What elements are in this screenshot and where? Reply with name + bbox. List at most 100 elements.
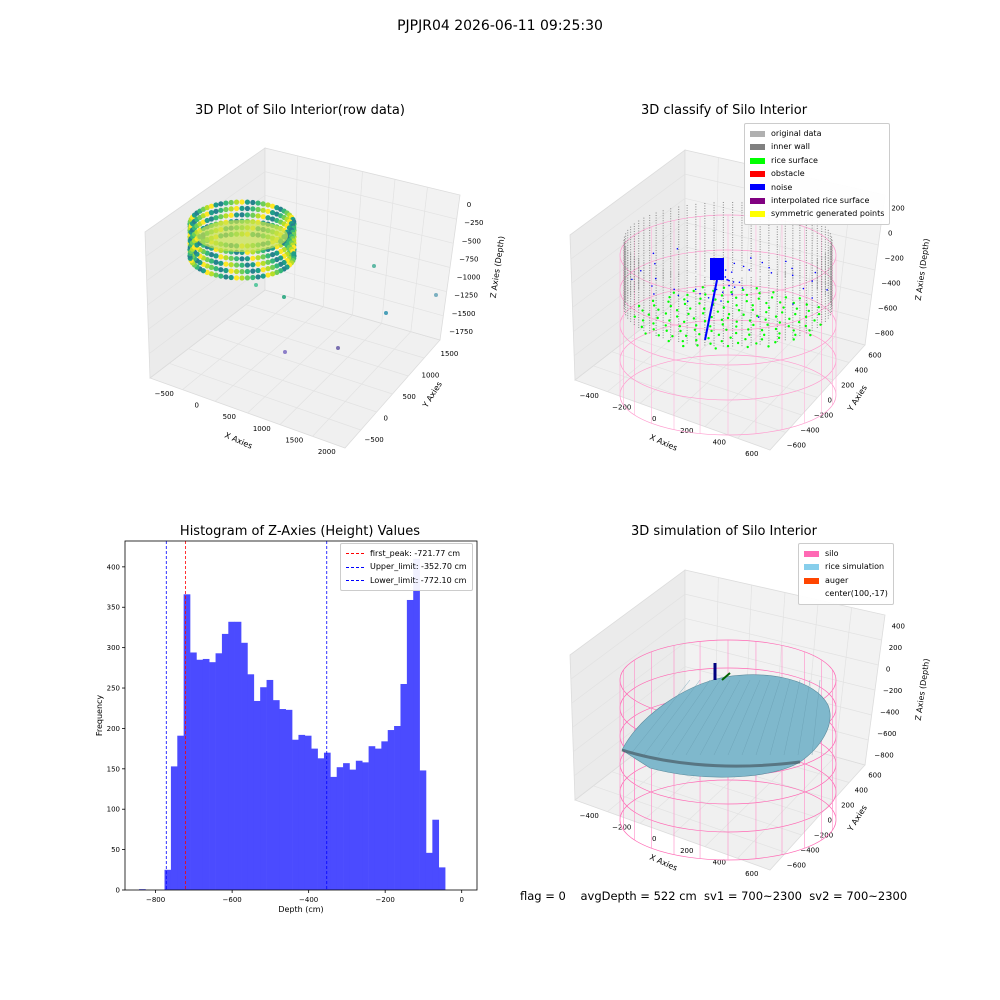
legend-swatch: [750, 170, 765, 177]
raw-data-point: [239, 275, 245, 281]
raw-data-point: [274, 256, 280, 263]
classify-rice-point: [744, 338, 747, 341]
histogram-bar: [336, 767, 344, 890]
classify-rice-point: [675, 309, 679, 312]
raw-data-point: [218, 214, 224, 220]
raw-data-point: [218, 267, 224, 273]
raw-data-point: [239, 256, 245, 262]
classify-z-tick-label: −600: [878, 305, 897, 313]
legend-label: obstacle: [771, 169, 805, 179]
histogram-bar: [343, 763, 350, 890]
histogram-bar: [253, 700, 261, 890]
classify-rice-point: [710, 329, 713, 333]
classify-rice-point: [735, 325, 738, 328]
classify-rice-point: [787, 325, 790, 328]
classify-3d-plot: −400−2000200400600−600−400−2000200400600…: [569, 149, 931, 458]
histogram-bar: [362, 762, 369, 890]
raw-data-point: [265, 202, 271, 208]
classify-rice-point: [665, 329, 668, 332]
histogram-bar: [406, 599, 414, 890]
histogram-bar: [438, 867, 446, 890]
raw-data-point: [228, 262, 234, 268]
simulation-mesh-line: [741, 679, 771, 756]
legend-entry: Lower_limit: -772.10 cm: [346, 574, 467, 587]
simulation-mesh-line: [713, 679, 751, 756]
histogram-x-tick-label: 0: [459, 896, 463, 904]
raw-data-point: [218, 260, 224, 266]
raw-grid-line: [245, 304, 425, 359]
classify-noise-point: [652, 252, 655, 255]
classify-rice-point: [794, 333, 797, 337]
raw-data-point: [250, 212, 256, 218]
classify-noise-point: [733, 286, 736, 288]
raw-z-tick-label: −1500: [452, 310, 476, 318]
simulation-x-axis-label: X Axies: [648, 853, 679, 873]
classify-rice-point: [675, 315, 679, 318]
simulation-mesh-line: [727, 679, 761, 756]
classify-rice-point: [784, 296, 788, 299]
raw-x-tick-label: −500: [155, 390, 174, 398]
classify-noise-point: [654, 262, 656, 265]
simulation-y-tick-label: −400: [800, 847, 819, 855]
classify-grid-line: [666, 308, 850, 363]
classify-rice-point: [777, 336, 781, 340]
raw-data-point: [260, 267, 266, 273]
histogram-bar: [400, 683, 408, 890]
legend-label: interpolated rice surface: [771, 196, 870, 206]
classify-rice-point: [722, 306, 726, 309]
legend-entry: symmetric generated points: [750, 207, 884, 220]
raw-z-tick-label: −1750: [449, 328, 473, 336]
histogram-y-tick-label: 50: [111, 846, 120, 854]
histogram-bar: [304, 735, 312, 890]
classify-rice-point: [765, 301, 768, 305]
classify-rice-point: [637, 304, 641, 308]
raw-data-point: [255, 200, 261, 206]
legend-label: center(100,-17): [825, 589, 888, 599]
raw-y-tick-label: 1500: [441, 350, 459, 358]
classify-y-tick-label: 0: [828, 397, 832, 405]
raw-data-point: [233, 262, 240, 268]
classify-noise-point: [686, 300, 689, 303]
raw-data-point: [233, 268, 240, 275]
classify-rice-point: [684, 334, 688, 338]
raw-data-point: [269, 216, 276, 222]
legend-line-sample: [346, 580, 364, 582]
raw-data-point: [239, 212, 245, 218]
classify-noise-point: [728, 284, 730, 287]
simulation-y-tick-label: 200: [841, 802, 854, 810]
raw-data-point: [218, 207, 224, 213]
raw-data-point: [274, 250, 280, 256]
classify-rice-point: [774, 341, 777, 344]
classify-rice-point: [640, 325, 644, 329]
classify-rice-point: [734, 331, 738, 335]
legend-swatch: [750, 130, 765, 137]
histogram-bar: [272, 700, 280, 890]
status-footer: flag = 0 avgDepth = 522 cm sv1 = 700~230…: [520, 889, 908, 903]
histogram-bar: [170, 766, 178, 890]
classify-rice-point: [746, 345, 749, 349]
raw-z-tick-label: 0: [467, 201, 471, 209]
legend-entry: center(100,-17): [804, 587, 888, 600]
classify-noise-point: [715, 288, 718, 291]
classify-rice-point: [760, 328, 764, 332]
classify-noise-point: [654, 277, 657, 280]
classify-noise-point: [720, 300, 722, 302]
raw-y-tick-label: 0: [384, 415, 388, 423]
histogram-legend: first_peak: -721.77 cm Upper_limit: -352.…: [340, 543, 473, 592]
classify-rice-point: [792, 338, 795, 341]
classify-rice-point: [762, 333, 766, 337]
raw-data-point: [223, 206, 229, 213]
classify-rice-point: [767, 345, 770, 348]
classify-rice-point: [657, 308, 660, 311]
histogram-title: Histogram of Z-Axies (Height) Values: [179, 524, 421, 539]
raw-data-point: [213, 272, 219, 278]
classify-rice-point: [817, 312, 821, 316]
histogram-bar: [241, 642, 248, 890]
classify-noise-point: [792, 303, 794, 305]
classify-rice-point: [760, 338, 764, 341]
simulation-y-tick-label: 0: [828, 817, 832, 825]
classify-rice-point: [717, 333, 721, 337]
histogram-bar: [381, 741, 389, 890]
histogram-bar: [355, 760, 363, 890]
raw-data-point: [255, 261, 261, 267]
